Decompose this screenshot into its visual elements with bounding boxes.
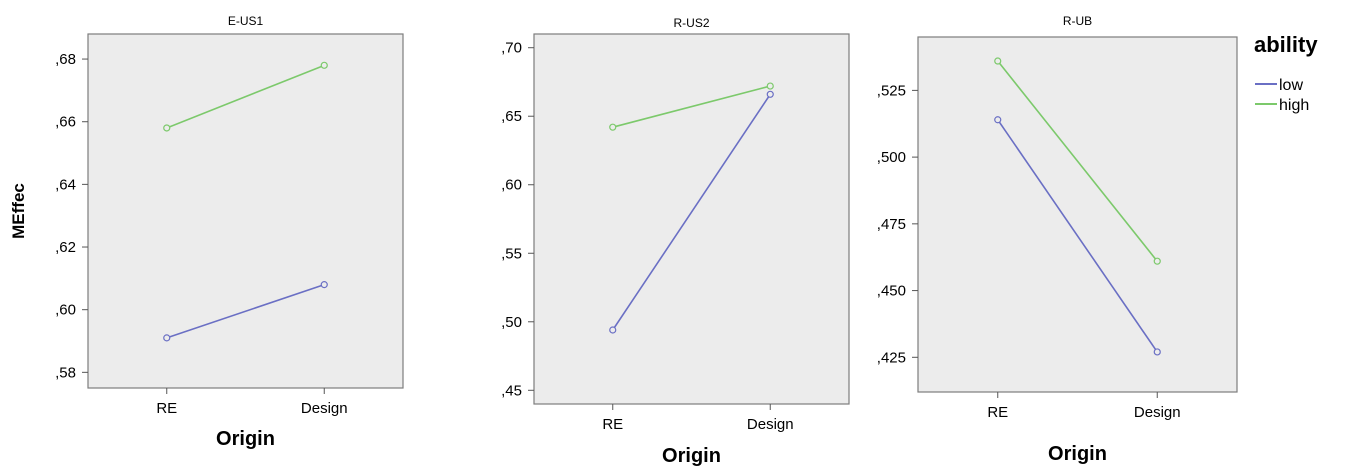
x-tick-label: RE [156, 400, 177, 417]
series-line-high [166, 64, 325, 129]
data-point-high [994, 57, 1002, 65]
y-tick-label: ,62 [55, 239, 76, 256]
chart-title: R-US2 [673, 16, 709, 30]
legend: ability low high [1254, 32, 1318, 114]
x-tick-label: Design [301, 400, 348, 417]
data-point-low [994, 116, 1002, 124]
data-point-high [320, 61, 328, 69]
x-tick-label: RE [987, 404, 1008, 421]
series-line-low [612, 93, 771, 331]
y-tick-label: ,45 [501, 382, 522, 399]
data-point-high [609, 123, 617, 131]
y-tick-label: ,50 [501, 314, 522, 331]
y-tick-label: ,425 [877, 349, 906, 366]
x-tick-label: Design [747, 416, 794, 433]
x-tick-label: Design [1134, 404, 1181, 421]
y-tick-label: ,70 [501, 40, 522, 57]
y-tick-label: ,55 [501, 245, 522, 262]
series-line-high [997, 60, 1158, 262]
data-point-low [320, 281, 328, 289]
data-point-high [1153, 257, 1161, 265]
y-tick-label: ,68 [55, 51, 76, 68]
y-tick-label: ,525 [877, 82, 906, 99]
x-axis-label: Origin [1048, 443, 1107, 465]
data-point-high [163, 124, 171, 132]
y-tick-label: ,500 [877, 149, 906, 166]
legend-title: ability [1254, 32, 1318, 57]
panel-1: E-US1 ,58 ,60 ,62 ,64 ,66 ,68 RE Design Origin MEf… [9, 14, 404, 450]
data-point-low [163, 334, 171, 342]
chart-title: E-US1 [228, 14, 264, 28]
chart-title: R-UB [1063, 14, 1092, 28]
data-point-low [1153, 348, 1161, 356]
legend-label-low: low [1279, 77, 1303, 94]
plot-area [917, 36, 1238, 393]
y-tick-label: ,450 [877, 283, 906, 300]
series-line-low [166, 283, 325, 339]
x-axis-label: Origin [216, 428, 275, 450]
y-tick-label: ,66 [55, 114, 76, 131]
y-tick-label: ,64 [55, 176, 76, 193]
x-tick-label: RE [602, 416, 623, 433]
series-line-low [997, 119, 1158, 353]
y-tick-label: ,60 [55, 302, 76, 319]
y-axis-label: MEffec [9, 183, 28, 239]
plot-area [533, 33, 850, 405]
y-tick-label: ,58 [55, 364, 76, 381]
data-point-low [766, 90, 774, 98]
y-tick-label: ,65 [501, 108, 522, 125]
legend-label-high: high [1279, 97, 1309, 114]
plot-area [87, 33, 404, 389]
panel-2: R-US2 ,45 ,50 ,55 ,60 ,65 ,70 RE Design Origin [501, 16, 850, 467]
data-point-high [766, 82, 774, 90]
data-point-low [609, 326, 617, 334]
x-axis-label: Origin [662, 445, 721, 467]
panel-3: R-UB ,425 ,450 ,475 ,500 ,525 RE Design Origin [877, 14, 1238, 465]
y-tick-label: ,60 [501, 177, 522, 194]
series-line-high [612, 85, 771, 128]
y-tick-label: ,475 [877, 216, 906, 233]
